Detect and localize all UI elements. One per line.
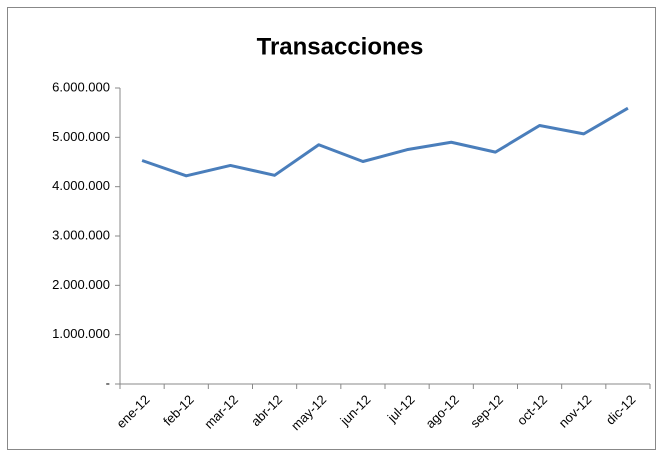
y-tick-label: 3.000.000 — [52, 227, 110, 242]
y-tick-label: 4.000.000 — [52, 178, 110, 193]
y-tick-label: 5.000.000 — [52, 129, 110, 144]
chart-title: Transacciones — [257, 33, 424, 60]
y-tick-label: 1.000.000 — [52, 326, 110, 341]
y-tick-label: 6.000.000 — [52, 79, 110, 94]
y-tick-label: 2.000.000 — [52, 277, 110, 292]
y-tick-label: - — [106, 375, 110, 390]
line-series — [141, 106, 629, 178]
chart-border — [7, 7, 656, 450]
